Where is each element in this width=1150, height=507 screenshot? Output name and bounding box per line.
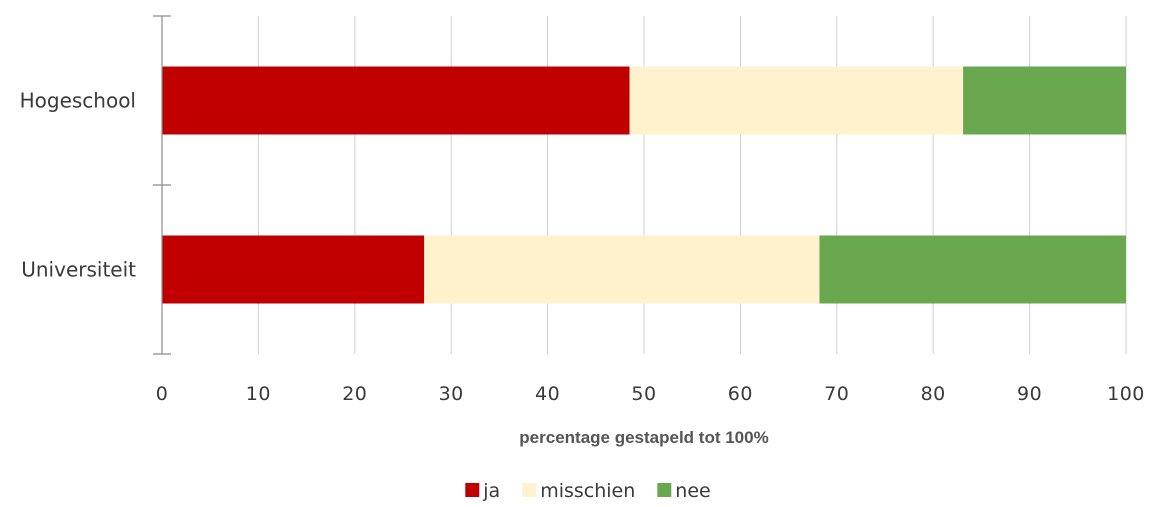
legend-label: misschien (540, 480, 635, 502)
x-tick-label: 0 (156, 383, 169, 405)
x-tick-label: 50 (631, 383, 656, 405)
legend-label: nee (675, 480, 710, 502)
category-label: Universiteit (21, 258, 136, 282)
legend-swatch (522, 483, 537, 497)
legend-item-nee: nee (657, 480, 711, 502)
bar-hogeschool-nee (963, 66, 1126, 135)
x-tick-label: 20 (342, 383, 367, 405)
x-tick-label: 70 (824, 383, 849, 405)
bar-universiteit-ja (162, 235, 425, 304)
x-tick-label: 60 (728, 383, 753, 405)
x-tick-label: 90 (1017, 383, 1042, 405)
x-tick-label: 80 (921, 383, 946, 405)
bar-universiteit-misschien (424, 235, 820, 304)
category-labels: Hogeschool Universiteit (20, 89, 137, 282)
bars (162, 66, 1126, 304)
x-tick-labels: 0 10 20 30 40 50 60 70 80 90 100 (156, 383, 1145, 405)
legend-item-misschien: misschien (522, 480, 635, 502)
legend-label: ja (482, 480, 500, 502)
y-axis (153, 15, 171, 355)
legend-swatch (657, 483, 672, 497)
x-tick-label: 100 (1107, 383, 1145, 405)
category-label: Hogeschool (20, 89, 136, 113)
x-tick-label: 40 (535, 383, 560, 405)
bar-hogeschool-misschien (629, 66, 964, 135)
legend-swatch (465, 483, 480, 497)
bar-universiteit-nee (819, 235, 1126, 304)
legend-item-ja: ja (465, 480, 500, 502)
x-tick-label: 10 (246, 383, 271, 405)
x-axis-title: percentage gestapeld tot 100% (519, 428, 768, 447)
bar-hogeschool-ja (162, 66, 630, 135)
x-tick-label: 30 (439, 383, 464, 405)
legend: ja misschien nee (465, 480, 711, 502)
